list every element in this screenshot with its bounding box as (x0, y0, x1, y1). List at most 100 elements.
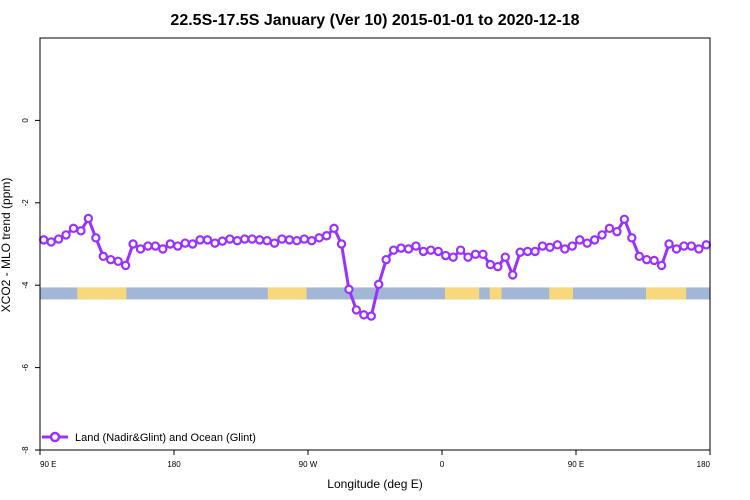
data-point (679, 241, 689, 251)
data-point (135, 244, 146, 254)
data-point (575, 235, 585, 245)
data-point (113, 256, 123, 267)
data-point (106, 254, 116, 265)
data-point (98, 251, 108, 262)
data-point (321, 231, 332, 241)
ocean-strip (40, 287, 710, 300)
data-point (642, 254, 652, 265)
land-strip-segment (645, 287, 687, 300)
data-point (46, 237, 56, 247)
data-point (165, 239, 175, 249)
data-point (634, 251, 644, 262)
data-point (143, 241, 153, 251)
data-point (411, 241, 421, 251)
data-point (195, 235, 205, 245)
data-point (701, 240, 711, 250)
data-point (173, 241, 183, 251)
data-point (262, 236, 272, 246)
data-point (210, 238, 220, 248)
y-tick-label: 0 (21, 118, 30, 123)
data-point (120, 260, 131, 271)
data-point (522, 246, 533, 257)
data-point (202, 235, 213, 245)
data-point (552, 240, 563, 250)
data-point (158, 244, 168, 254)
data-point (508, 270, 518, 280)
data-point (448, 252, 458, 262)
data-point (307, 236, 317, 246)
data-point (567, 241, 577, 251)
data-point (299, 234, 309, 244)
data-point (515, 247, 525, 257)
data-point (485, 259, 496, 270)
data-point (351, 305, 362, 315)
data-point (530, 246, 540, 257)
data-point (418, 246, 429, 257)
data-point (76, 226, 86, 236)
data-point (217, 236, 228, 246)
land-strip-segment (77, 287, 127, 300)
data-point (403, 244, 414, 254)
data-point (664, 239, 674, 249)
data-point (396, 243, 406, 253)
land-strip-segment (549, 287, 574, 300)
data-point (83, 213, 94, 224)
land-strip-segment (489, 287, 502, 300)
data-point (388, 245, 399, 255)
x-axis-ticks: 90 E 180 90 W 0 90 E 180 (39, 450, 711, 469)
series-layer (39, 213, 711, 321)
data-point (329, 223, 339, 234)
data-point (493, 261, 503, 272)
data-point (68, 223, 79, 234)
data-point (180, 238, 190, 248)
data-point (426, 245, 436, 255)
data-point (671, 244, 682, 254)
data-point (627, 233, 637, 243)
data-point (91, 233, 101, 243)
data-point (619, 214, 630, 224)
data-point (53, 234, 64, 244)
data-point (500, 252, 510, 262)
land-strip-segment (444, 287, 480, 300)
chart-title: 22.5S-17.5S January (Ver 10) 2015-01-01 … (170, 12, 579, 29)
x-tick-label: 0 (440, 460, 445, 469)
y-tick-label: -4 (21, 281, 30, 289)
data-point (537, 241, 548, 251)
x-axis-label: Longitude (deg E) (327, 477, 422, 491)
legend-marker-swatch (49, 431, 61, 443)
data-point (470, 249, 481, 259)
x-tick-label: 180 (167, 460, 181, 469)
surface-type-strip (40, 287, 710, 300)
data-point (336, 239, 347, 249)
y-tick-label: -2 (21, 199, 30, 207)
legend: Land (Nadir&Glint) and Ocean (Glint) (42, 431, 256, 444)
data-point (597, 230, 607, 240)
data-point (187, 239, 198, 249)
data-point (463, 252, 473, 262)
data-point (478, 249, 488, 259)
data-point (61, 230, 71, 240)
plot-frame (39, 37, 711, 451)
data-point (441, 250, 451, 261)
x-tick-label: 90 W (299, 460, 318, 469)
data-point (277, 234, 287, 244)
data-point (314, 233, 324, 243)
data-point (374, 279, 384, 290)
data-point (254, 235, 265, 245)
x-tick-label: 90 E (40, 460, 56, 469)
data-point (656, 260, 667, 271)
y-tick-label: -6 (21, 363, 30, 371)
data-point (366, 311, 376, 321)
data-point (247, 234, 257, 244)
data-point (612, 226, 622, 237)
series-line (43, 217, 708, 318)
data-point (582, 238, 592, 248)
data-point (225, 234, 235, 244)
data-point (560, 244, 570, 254)
y-axis-ticks: 0 -2 -4 -6 -8 (21, 118, 40, 454)
data-point (604, 223, 615, 234)
data-point (292, 236, 302, 246)
y-axis-label: XCO2 - MLO trend (ppm) (0, 178, 13, 313)
data-point (232, 236, 242, 246)
